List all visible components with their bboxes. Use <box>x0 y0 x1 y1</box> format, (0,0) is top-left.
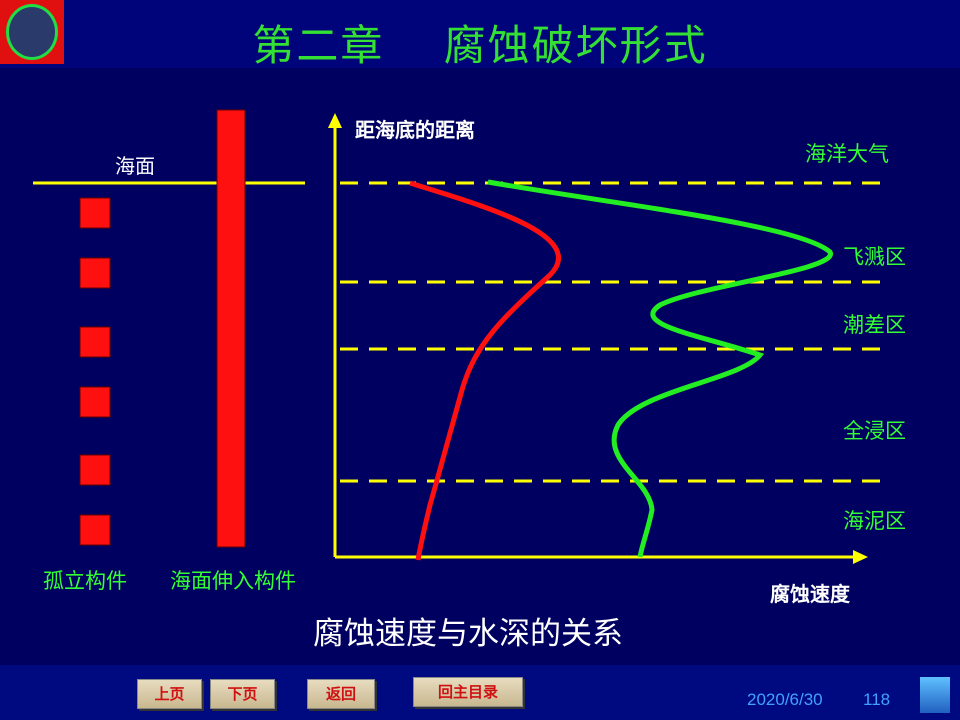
slide-date: 2020/6/30 <box>747 690 823 709</box>
y-axis-label: 距海底的距离 <box>355 118 475 142</box>
next-page-button[interactable]: 下页 <box>210 679 275 709</box>
main-menu-button[interactable]: 回主目录 <box>413 677 523 707</box>
isolated-members <box>79 197 111 546</box>
isolated-member <box>79 326 111 358</box>
isolated-member <box>79 454 111 486</box>
zone-tidal: 潮差区 <box>843 313 906 337</box>
zone-immersion: 全浸区 <box>843 419 906 443</box>
slide-title: 第二章 腐蚀破坏形式 <box>252 21 708 70</box>
university-logo <box>0 0 64 64</box>
header-band <box>0 0 960 68</box>
isolated-member-label: 孤立构件 <box>43 569 127 593</box>
zone-atmosphere: 海洋大气 <box>805 142 889 166</box>
zone-mud: 海泥区 <box>843 509 906 533</box>
red-curve-isolated <box>409 180 561 561</box>
isolated-member <box>79 197 111 229</box>
pier-member <box>216 109 246 548</box>
x-axis-label: 腐蚀速度 <box>770 582 850 606</box>
isolated-member <box>79 257 111 289</box>
y-axis-arrow <box>328 113 342 128</box>
zone-boundaries <box>340 181 890 483</box>
isolated-member <box>79 514 111 546</box>
x-axis-arrow <box>853 550 868 564</box>
green-curve-pier <box>487 179 833 558</box>
trophy-icon[interactable] <box>920 677 950 713</box>
back-button[interactable]: 返回 <box>307 679 375 709</box>
sea-surface-label: 海面 <box>115 154 155 178</box>
prev-page-button[interactable]: 上页 <box>137 679 202 709</box>
pier-member-label: 海面伸入构件 <box>170 569 296 593</box>
diagram-caption: 腐蚀速度与水深的关系 <box>313 616 623 652</box>
isolated-member <box>79 386 111 418</box>
zone-splash: 飞溅区 <box>843 245 906 269</box>
page-number: 118 <box>863 690 891 709</box>
